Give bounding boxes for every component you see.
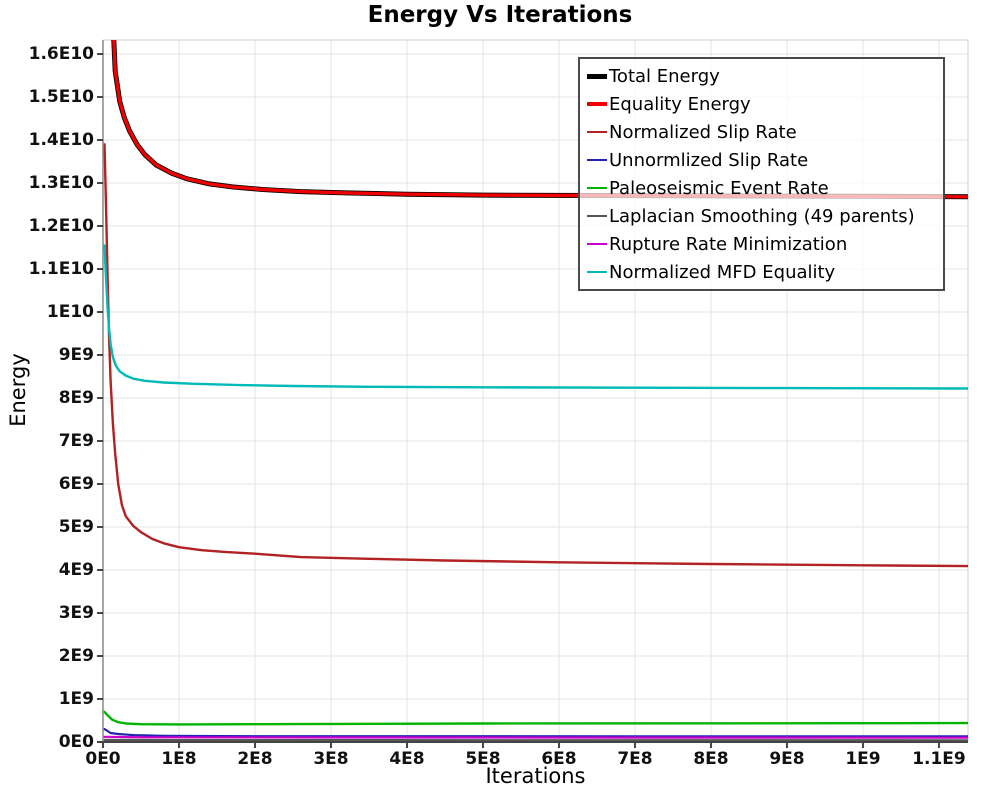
y-tick-label: 1E10: [46, 302, 94, 322]
x-axis-title: Iterations: [485, 764, 586, 788]
series-line-paleoseismic-event-rate: [103, 710, 968, 726]
legend-item-label: Total Energy: [609, 65, 720, 87]
y-tick-label: 1E9: [58, 689, 94, 709]
y-tick-label: 5E9: [58, 517, 94, 537]
y-tick-label: 1.6E10: [28, 44, 94, 65]
x-tick-label: 1E9: [845, 749, 881, 769]
series-line-normalized-mfd-equality: [103, 244, 968, 390]
legend-item-label: Equality Energy: [609, 93, 751, 115]
y-axis-title: Energy: [6, 353, 30, 427]
x-tick-label: 8E8: [693, 749, 729, 769]
x-tick-label: 1.1E9: [912, 749, 966, 769]
y-tick-label: 2E9: [58, 646, 94, 666]
legend-item: Unnormlized Slip Rate: [580, 147, 943, 173]
y-tick-label: 1.5E10: [28, 87, 94, 108]
legend-item-label: Laplacian Smoothing (49 parents): [609, 205, 915, 227]
y-tick-label: 0E0: [58, 732, 94, 752]
x-tick-label: 4E8: [389, 749, 425, 769]
legend-item: Normalized MFD Equality: [580, 259, 943, 285]
y-tick-label: 8E9: [58, 388, 94, 408]
legend-swatch-line: [587, 130, 607, 134]
legend-item: Total Energy: [580, 63, 943, 89]
y-tick-label: 1.1E10: [28, 259, 94, 279]
legend-item: Normalized Slip Rate: [580, 119, 943, 145]
legend-swatch-line: [587, 102, 607, 106]
legend-item-label: Normalized Slip Rate: [609, 121, 797, 143]
x-tick-label: 5E8: [465, 749, 501, 769]
legend-item-label: Rupture Rate Minimization: [609, 233, 848, 255]
series-line-normalized-slip-rate: [103, 143, 968, 568]
series-line-unnormlized-slip-rate: [103, 727, 968, 738]
series-line-rupture-rate-minimization: [103, 735, 968, 739]
legend-item: Rupture Rate Minimization: [580, 231, 943, 257]
legend-item-label: Unnormlized Slip Rate: [609, 149, 809, 171]
x-tick-label: 2E8: [237, 749, 273, 769]
legend-swatch-line: [587, 158, 607, 162]
x-tick-label: 9E8: [769, 749, 805, 769]
x-tick-label: 6E8: [541, 749, 577, 769]
series-layer: [103, 40, 968, 742]
y-tick-label: 1.4E10: [28, 130, 94, 150]
legend-item: Paleoseismic Event Rate: [580, 175, 943, 201]
x-tick-label: 3E8: [313, 749, 349, 769]
x-tick-label: 7E8: [617, 749, 653, 769]
legend-swatch-line: [587, 270, 607, 274]
y-tick-label: 9E9: [58, 345, 94, 365]
y-tick-label: 7E9: [58, 431, 94, 451]
series-line-equality-energy: [112, 40, 968, 199]
legend-item-label: Paleoseismic Event Rate: [609, 177, 829, 199]
y-tick-label: 3E9: [58, 603, 94, 623]
y-tick-label: 1.3E10: [28, 173, 94, 193]
legend-swatch-line: [587, 186, 607, 190]
chart-legend: Total Energy Equality Energy Normalized Sl…: [578, 57, 945, 291]
legend-item: Equality Energy: [580, 91, 943, 117]
legend-item-label: Normalized MFD Equality: [609, 261, 836, 283]
x-tick-label: 0E0: [85, 749, 121, 769]
y-tick-label: 6E9: [58, 474, 94, 494]
legend-swatch-line: [587, 73, 607, 79]
legend-item: Laplacian Smoothing (49 parents): [580, 203, 943, 229]
legend-swatch-line: [587, 214, 607, 218]
chart-title: Energy Vs Iterations: [367, 2, 633, 28]
y-tick-label: 4E9: [58, 560, 94, 580]
y-tick-label: 1.2E10: [28, 216, 94, 236]
legend-swatch-line: [587, 242, 607, 246]
x-tick-label: 1E8: [161, 749, 197, 769]
